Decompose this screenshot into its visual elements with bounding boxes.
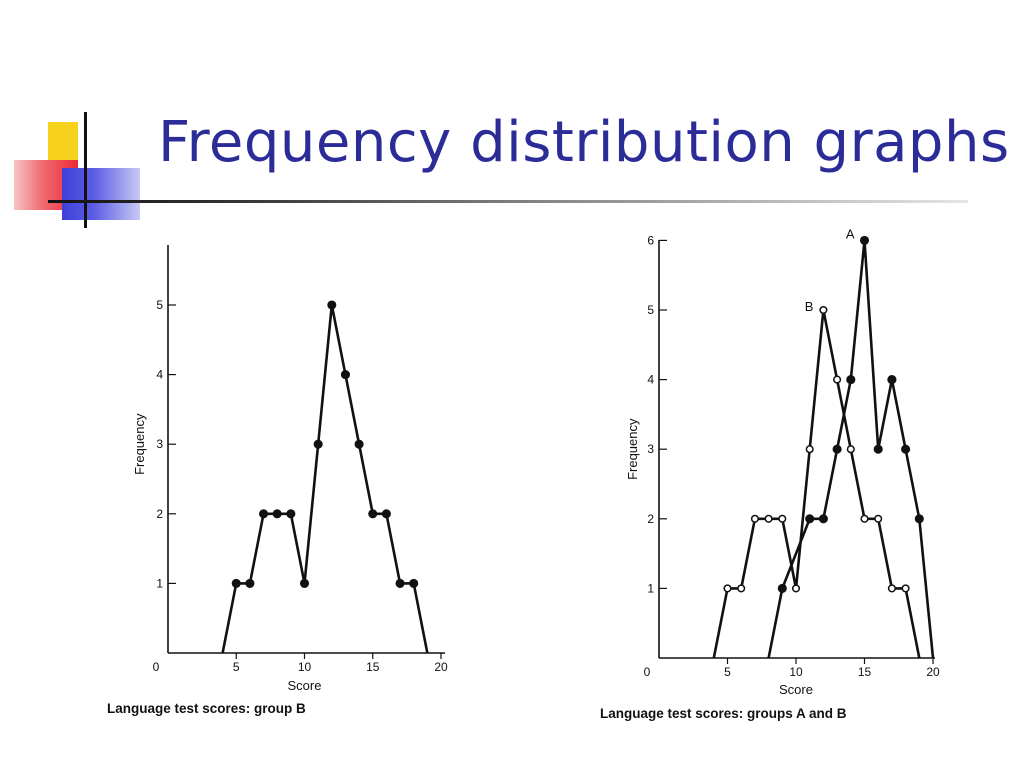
data-point-b	[846, 445, 855, 454]
data-point	[259, 509, 269, 519]
data-point-a	[873, 444, 883, 454]
data-point-a	[887, 375, 897, 385]
data-point-a	[914, 514, 924, 524]
series-line	[221, 304, 429, 654]
data-point	[313, 439, 323, 449]
data-point-a	[777, 583, 787, 593]
chart-caption: Language test scores: group B	[107, 701, 306, 716]
x-tick-label: 0	[644, 665, 651, 679]
slide-decoration	[0, 0, 160, 240]
data-point-a	[859, 235, 870, 245]
data-point-b	[778, 514, 787, 523]
x-tick-label: 20	[434, 660, 448, 674]
title-underline-rule	[48, 200, 968, 203]
data-point	[381, 509, 391, 519]
y-tick-label: 2	[156, 507, 163, 521]
data-point	[327, 300, 337, 310]
data-point	[409, 578, 419, 588]
y-tick-label: 6	[647, 233, 654, 247]
data-point	[299, 578, 310, 588]
x-tick-label: 15	[858, 665, 872, 679]
y-tick-label: 1	[647, 581, 654, 595]
data-point	[395, 578, 405, 588]
data-point-b	[860, 514, 869, 523]
data-point	[231, 578, 241, 588]
y-tick-label: 3	[156, 437, 163, 451]
y-tick-label: 4	[647, 373, 654, 387]
data-point	[368, 509, 378, 519]
blue-square-decoration	[62, 168, 140, 220]
vertical-rule	[84, 112, 87, 228]
series-label-b: B	[805, 299, 814, 314]
y-axis-label: Frequency	[625, 418, 640, 480]
data-point-a	[846, 375, 856, 385]
x-tick-label: 10	[789, 665, 803, 679]
x-tick-label: 5	[233, 660, 240, 674]
data-point-b	[737, 584, 746, 593]
data-point-b	[819, 305, 828, 315]
series-label-a: A	[846, 226, 855, 241]
data-point	[272, 509, 282, 519]
data-point-b	[750, 514, 759, 523]
x-tick-label: 15	[366, 660, 380, 674]
x-tick-label: 10	[298, 660, 312, 674]
x-tick-label: 0	[153, 660, 160, 674]
data-point-b	[901, 584, 910, 593]
data-point-b	[764, 514, 773, 523]
chart-caption: Language test scores: groups A and B	[600, 706, 847, 721]
yellow-square-decoration	[48, 122, 78, 162]
y-tick-label: 4	[156, 368, 163, 382]
x-axis-label: Score	[288, 678, 322, 693]
data-point-b	[833, 375, 842, 384]
data-point	[354, 439, 364, 449]
x-tick-label: 20	[926, 665, 940, 679]
data-point-a	[818, 514, 828, 524]
data-point-b	[791, 584, 801, 593]
y-tick-label: 1	[156, 576, 163, 590]
data-point	[340, 370, 351, 380]
series-line-a	[767, 240, 935, 659]
y-tick-label: 2	[647, 512, 654, 526]
y-axis-label: Frequency	[132, 413, 147, 475]
data-point-b	[805, 445, 814, 454]
data-point-b	[723, 584, 732, 593]
data-point	[286, 509, 296, 519]
data-point-b	[874, 514, 883, 523]
y-tick-label: 3	[647, 442, 654, 456]
data-point	[245, 578, 255, 588]
x-tick-label: 5	[724, 665, 731, 679]
slide-title: Frequency distribution graphs	[158, 110, 1010, 175]
data-point-a	[901, 444, 911, 454]
series-line-b	[712, 309, 921, 659]
x-axis-label: Score	[779, 682, 813, 697]
y-tick-label: 5	[156, 298, 163, 312]
data-point-b	[887, 584, 896, 593]
data-point-a	[805, 514, 815, 524]
data-point-a	[832, 444, 842, 454]
y-tick-label: 5	[647, 303, 654, 317]
